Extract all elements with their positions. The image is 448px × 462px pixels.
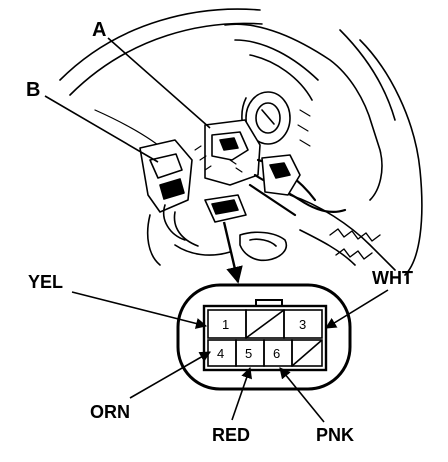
leader-a bbox=[107, 37, 211, 129]
connector-outline bbox=[176, 283, 352, 391]
callout-b: B bbox=[26, 79, 40, 101]
leader-wht bbox=[325, 289, 389, 329]
pin-4-label: 4 bbox=[217, 346, 224, 361]
cavity-7 bbox=[291, 339, 323, 367]
wire-label-yel: YEL bbox=[28, 272, 63, 292]
leader-yel bbox=[71, 291, 208, 329]
wire-label-orn: ORN bbox=[90, 402, 130, 422]
pin-5-label: 5 bbox=[245, 346, 252, 361]
unused-cavity-mark bbox=[291, 339, 323, 367]
wire-label-pnk: PNK bbox=[316, 425, 354, 445]
wire-label-wht: WHT bbox=[372, 268, 413, 288]
connector-pointer bbox=[222, 221, 243, 284]
leader-b bbox=[44, 95, 159, 163]
connector-face-view: 1 3 4 5 6 bbox=[176, 283, 352, 391]
leader-pnk bbox=[279, 367, 325, 423]
cavity-3 bbox=[283, 309, 323, 339]
connector-latch bbox=[255, 299, 283, 306]
pin-3-label: 3 bbox=[299, 317, 306, 332]
unused-cavity-mark bbox=[245, 309, 285, 339]
steering-column-illustration bbox=[59, 8, 423, 276]
pin-6-label: 6 bbox=[273, 346, 280, 361]
leader-red bbox=[231, 366, 252, 421]
callout-leaders bbox=[44, 37, 243, 284]
pin-1-label: 1 bbox=[222, 317, 229, 332]
callout-a: A bbox=[92, 19, 106, 41]
leader-orn bbox=[129, 351, 211, 399]
wire-label-red: RED bbox=[212, 425, 250, 445]
wire-leaders bbox=[71, 289, 389, 423]
connector-housing bbox=[202, 304, 328, 372]
